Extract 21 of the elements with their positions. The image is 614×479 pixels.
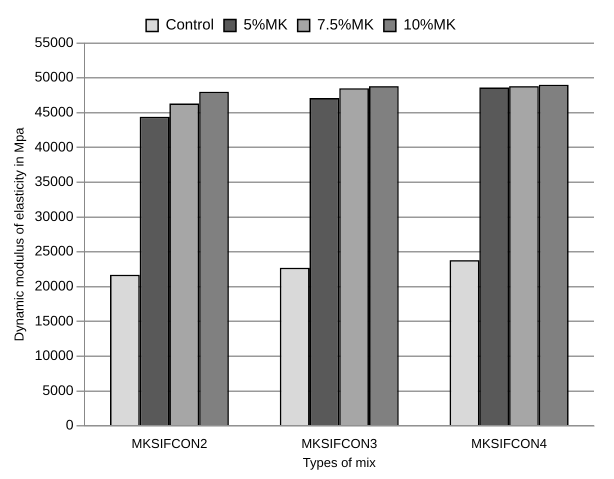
y-tick-label: 0 <box>66 416 74 433</box>
y-axis-title: Dynamic modulus of elasticity in Mpa <box>11 126 26 342</box>
y-tick-label: 40000 <box>34 138 74 154</box>
y-tick-label: 50000 <box>34 68 74 85</box>
y-tick-label: 55000 <box>34 34 74 50</box>
legend-label: Control <box>166 16 214 34</box>
y-tick-label: 10000 <box>34 347 74 364</box>
y-tick-label: 35000 <box>34 173 74 190</box>
x-tick-label: MKSIFCON4 <box>471 436 548 452</box>
y-tick-label: 15000 <box>34 312 74 328</box>
y-tick-label: 25000 <box>34 242 74 259</box>
x-axis-title: Types of mix <box>302 454 376 470</box>
legend-label: 5%MK <box>243 16 288 34</box>
y-tick-label: 20000 <box>34 277 74 294</box>
y-tick-label: 5000 <box>42 382 74 398</box>
legend-label: 10%MK <box>403 16 456 34</box>
x-tick-label: MKSIFCON2 <box>132 436 208 452</box>
y-tick-label: 45000 <box>34 103 74 120</box>
legend-label: 7.5%MK <box>317 16 374 34</box>
x-tick-label: MKSIFCON3 <box>301 436 378 452</box>
y-tick-label: 30000 <box>34 208 74 224</box>
